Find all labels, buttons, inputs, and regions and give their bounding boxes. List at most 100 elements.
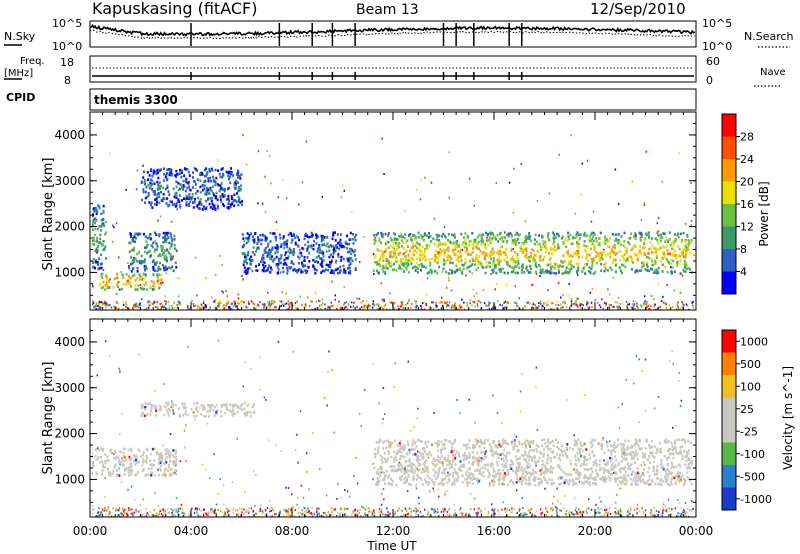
- ground-scatter-point: [384, 304, 386, 307]
- data-cell: [422, 239, 425, 242]
- data-cell: [206, 170, 209, 174]
- data-cell: [179, 168, 181, 172]
- data-cell: [151, 260, 154, 264]
- data-cell: [445, 243, 448, 246]
- data-cell: [196, 178, 199, 181]
- data-cell: [183, 185, 186, 188]
- data-cell: [615, 252, 618, 255]
- noise-point: [433, 412, 435, 414]
- data-cell: [247, 267, 250, 270]
- data-cell: [607, 239, 610, 243]
- data-cell: [145, 267, 148, 271]
- data-cell: [179, 183, 182, 186]
- data-cell: [689, 251, 692, 255]
- ground-scatter-point: [139, 304, 142, 307]
- data-cell: [306, 249, 309, 253]
- data-cell: [444, 249, 447, 252]
- data-cell: [688, 268, 691, 271]
- data-cell: [193, 180, 196, 184]
- data-cell: [449, 268, 451, 272]
- noise-point: [138, 306, 140, 309]
- noise-point: [615, 493, 618, 496]
- data-cell: [392, 248, 395, 252]
- data-cell: [188, 200, 191, 204]
- data-cell: [157, 468, 159, 472]
- data-cell: [169, 253, 172, 257]
- data-cell: [129, 467, 132, 470]
- noise-point: [518, 297, 520, 300]
- data-cell: [286, 257, 289, 260]
- data-cell: [293, 250, 296, 254]
- data-cell: [264, 238, 267, 242]
- ground-scatter-point: [605, 302, 608, 304]
- data-cell: [627, 256, 630, 260]
- ground-scatter-point: [415, 300, 417, 303]
- data-cell: [302, 247, 305, 251]
- ground-scatter-point: [665, 303, 668, 306]
- data-cell: [562, 254, 565, 257]
- data-cell: [510, 235, 513, 238]
- noise-point: [232, 308, 234, 310]
- ground-scatter-point: [692, 300, 694, 303]
- data-cell: [379, 264, 382, 268]
- data-cell: [188, 193, 191, 196]
- data-cell: [659, 239, 662, 243]
- data-cell: [541, 459, 544, 463]
- power-y-axis-label: Slant Range [km]: [41, 158, 56, 271]
- data-cell: [408, 482, 410, 486]
- data-cell: [158, 187, 161, 190]
- data-cell: [381, 252, 384, 255]
- data-cell: [153, 447, 156, 451]
- data-cell: [354, 258, 357, 261]
- data-cell: [114, 457, 117, 460]
- data-cell: [161, 459, 164, 462]
- data-cell: [602, 249, 605, 253]
- data-cell: [565, 266, 568, 269]
- data-cell: [634, 232, 637, 236]
- data-cell: [225, 402, 228, 406]
- data-cell: [182, 179, 185, 183]
- noise-point: [416, 188, 418, 191]
- data-cell: [237, 200, 240, 203]
- data-cell: [373, 256, 376, 259]
- data-cell: [159, 254, 162, 258]
- ground-scatter-point: [616, 301, 619, 304]
- noise-point: [496, 412, 499, 415]
- noise-point: [577, 297, 580, 300]
- data-cell: [210, 199, 213, 203]
- ground-scatter-point: [95, 302, 98, 305]
- data-cell: [182, 405, 185, 409]
- data-cell: [674, 240, 677, 243]
- data-cell: [404, 259, 407, 262]
- data-cell: [585, 234, 588, 238]
- data-cell: [115, 469, 118, 472]
- data-cell: [491, 252, 494, 255]
- data-cell: [631, 261, 634, 264]
- ground-scatter-point: [229, 308, 232, 310]
- data-cell: [623, 474, 626, 477]
- data-cell: [393, 262, 395, 266]
- data-cell: [240, 404, 243, 408]
- data-cell: [283, 246, 286, 250]
- data-cell: [153, 407, 156, 410]
- noise-point: [515, 244, 517, 247]
- data-cell: [349, 238, 352, 241]
- data-cell: [419, 258, 422, 262]
- ground-scatter-point: [194, 304, 196, 307]
- data-cell: [577, 249, 580, 253]
- data-cell: [565, 479, 568, 482]
- data-cell: [175, 196, 178, 199]
- data-cell: [618, 469, 621, 472]
- data-cell: [525, 265, 528, 269]
- noise-point: [205, 468, 207, 471]
- ground-scatter-point: [646, 301, 648, 304]
- ground-scatter-point: [103, 302, 105, 305]
- noise-point: [327, 371, 329, 373]
- ground-scatter-point: [261, 303, 264, 306]
- data-cell: [557, 268, 560, 272]
- ground-scatter-point: [295, 306, 297, 309]
- ground-scatter-point: [147, 301, 149, 304]
- data-cell: [133, 454, 135, 457]
- ground-scatter-point: [478, 300, 480, 303]
